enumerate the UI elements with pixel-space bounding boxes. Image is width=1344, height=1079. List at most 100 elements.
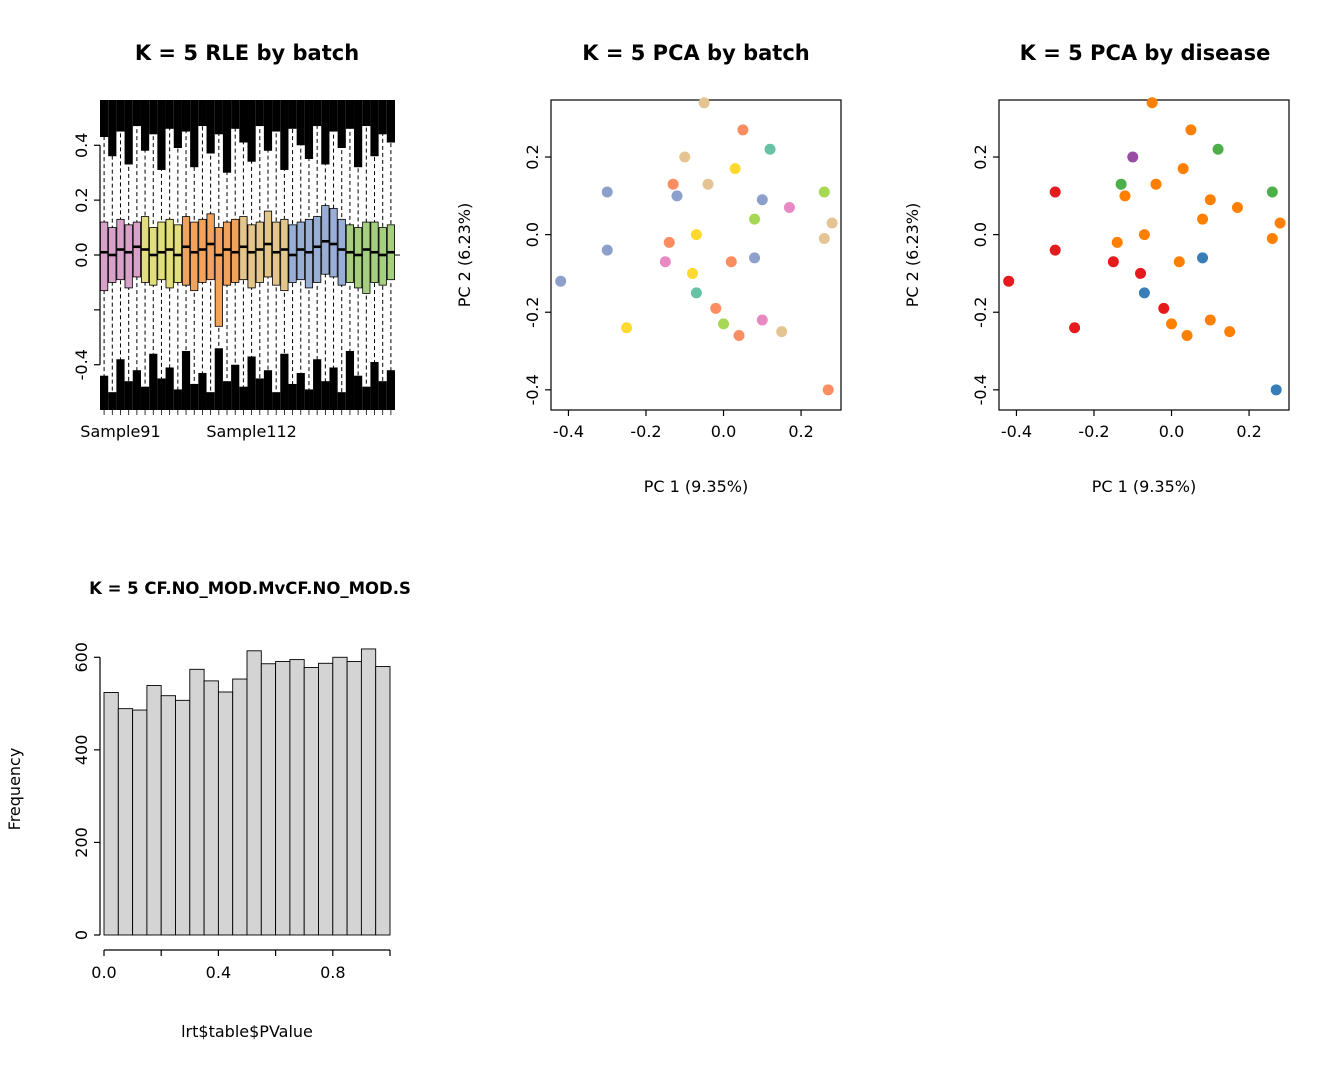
- scatter-point: [1127, 151, 1139, 163]
- scatter-point: [690, 287, 702, 299]
- scatter-point: [1204, 194, 1216, 206]
- scatter-point: [1146, 97, 1158, 109]
- scatter-point: [1266, 186, 1278, 198]
- outlier-cap-bottom: [231, 364, 240, 410]
- scatter-point: [1119, 190, 1131, 202]
- scatter-point: [1212, 143, 1224, 155]
- plot-border: [998, 99, 1290, 411]
- outlier-cap-bottom: [272, 392, 281, 410]
- outlier-cap-bottom: [140, 386, 150, 410]
- box: [378, 227, 387, 286]
- outlier-cap-top: [255, 100, 264, 127]
- box: [288, 224, 297, 283]
- outlier-cap-top: [173, 100, 182, 149]
- scatter-point: [1158, 302, 1170, 314]
- hist-bar: [232, 678, 248, 936]
- scatter-point: [1173, 256, 1185, 268]
- scatter-point: [621, 322, 633, 334]
- hist-bar: [289, 659, 305, 936]
- outlier-cap-top: [280, 100, 289, 170]
- panel-pca-batch: K = 5 PCA by batch PC 1 (9.35%) PC 2 (6.…: [448, 0, 896, 537]
- outlier-cap-bottom: [362, 386, 371, 410]
- box: [239, 216, 248, 281]
- scatter-point: [1266, 233, 1278, 245]
- outlier-cap-bottom: [239, 386, 248, 410]
- scatter-point: [1204, 314, 1216, 326]
- scatter-point: [756, 194, 768, 206]
- y-tick-label: 600: [72, 642, 91, 673]
- scatter-point: [1197, 213, 1209, 225]
- hist-bar: [146, 685, 162, 936]
- box: [165, 218, 174, 289]
- outlier-cap-bottom: [296, 372, 305, 410]
- scatter-point: [667, 178, 679, 190]
- scatter-point: [659, 256, 671, 268]
- outlier-cap-bottom: [132, 370, 141, 410]
- outlier-cap-bottom: [214, 348, 223, 410]
- hist-bar: [132, 709, 148, 936]
- x-tick-label: -0.4: [553, 422, 584, 441]
- outlier-cap-top: [108, 100, 117, 157]
- hist-bar: [360, 648, 377, 936]
- histogram-canvas: K = 5 CF.NO_MOD.MvCF.NO_MOD.S lrt$table$…: [5, 579, 411, 1041]
- y-tick-label: 0.2: [971, 144, 990, 169]
- hist-bar: [203, 680, 219, 936]
- scatter-point: [1231, 201, 1243, 213]
- box: [337, 218, 346, 286]
- box: [280, 218, 289, 292]
- scatter-point: [710, 302, 722, 314]
- box: [304, 218, 314, 289]
- scatter-point: [1049, 244, 1061, 256]
- scatter-point: [822, 384, 834, 396]
- hist-bar: [332, 656, 348, 936]
- pca-disease-ylabel: PC 2 (6.23%): [903, 203, 922, 307]
- pca-disease-xlabel: PC 1 (9.35%): [1092, 477, 1196, 496]
- box: [362, 221, 371, 294]
- hist-bar: [346, 660, 362, 936]
- box: [181, 216, 191, 286]
- scatter-point: [818, 186, 830, 198]
- box: [206, 213, 215, 281]
- scatter-point: [756, 314, 768, 326]
- scatter-point: [1150, 178, 1162, 190]
- rle-title: K = 5 RLE by batch: [135, 41, 359, 65]
- scatter-point: [690, 229, 702, 241]
- y-tick-label: 0.0: [523, 222, 542, 247]
- scatter-point: [1107, 256, 1119, 268]
- pca-disease-plot-area: -0.4 -0.2 0.0 0.2 -0.4 -0.2 0.0 0.2: [971, 97, 1290, 441]
- outlier-cap-bottom: [149, 353, 158, 410]
- scatter-point: [737, 124, 749, 136]
- hist-bar: [117, 708, 134, 936]
- scatter-point: [725, 256, 737, 268]
- outlier-cap-top: [124, 100, 133, 165]
- outlier-cap-bottom: [337, 392, 346, 410]
- scatter-point: [671, 190, 683, 202]
- box: [157, 221, 166, 281]
- box: [255, 221, 264, 283]
- hist-bar: [318, 662, 334, 936]
- y-tick-label: 0.0: [971, 222, 990, 247]
- outlier-cap-bottom: [386, 370, 395, 410]
- outlier-cap-bottom: [280, 353, 289, 410]
- x-tick-label: 0.0: [711, 422, 736, 441]
- outlier-cap-top: [214, 100, 223, 135]
- y-tick-label: 0.4: [72, 133, 91, 158]
- scatter-point: [776, 326, 788, 338]
- outlier-cap-bottom: [263, 370, 273, 410]
- hist-bar: [260, 663, 277, 936]
- hist-bar: [375, 666, 391, 936]
- x-tick-label: -0.4: [1001, 422, 1032, 441]
- pca-batch-ylabel: PC 2 (6.23%): [455, 203, 474, 307]
- outlier-cap-top: [206, 100, 215, 154]
- scatter-point: [1181, 330, 1193, 342]
- outlier-cap-top: [165, 100, 174, 129]
- scatter-point: [601, 244, 613, 256]
- scatter-point: [729, 163, 741, 175]
- outlier-cap-top: [337, 100, 346, 149]
- outlier-cap-top: [370, 100, 379, 157]
- y-tick-label: -0.2: [523, 297, 542, 328]
- outlier-cap-top: [288, 100, 297, 129]
- outlier-cap-top: [239, 100, 248, 143]
- outlier-cap-top: [362, 100, 371, 127]
- scatter-point: [601, 186, 613, 198]
